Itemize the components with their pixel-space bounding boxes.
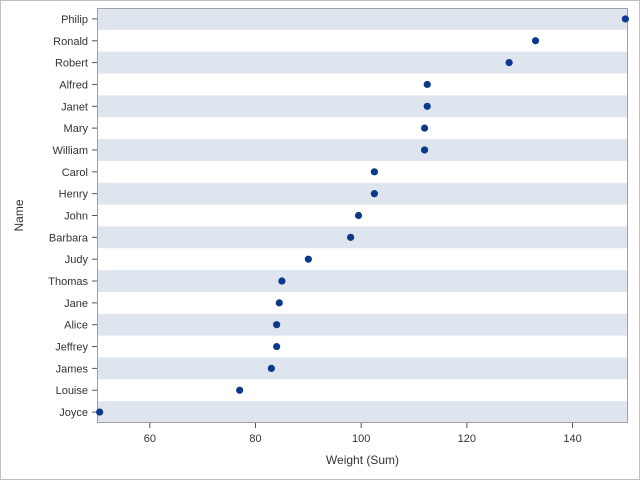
row-band — [97, 8, 628, 30]
data-point — [621, 15, 629, 23]
data-point — [236, 386, 244, 394]
data-point — [273, 342, 281, 351]
data-point — [423, 102, 431, 110]
y-tick-label: Janet — [61, 101, 88, 113]
data-point — [423, 80, 431, 89]
row-band — [97, 270, 628, 292]
data-point — [420, 146, 429, 154]
row-band — [97, 357, 628, 380]
y-tick-label: Philip — [61, 14, 88, 26]
data-point — [505, 59, 513, 67]
y-tick-label: James — [56, 363, 89, 375]
data-point — [267, 364, 275, 372]
y-tick-label: Jane — [64, 298, 88, 310]
y-tick-label: Robert — [55, 58, 88, 70]
data-point — [347, 233, 355, 241]
y-tick-label: Louise — [56, 385, 88, 397]
y-tick-label: Mary — [64, 123, 89, 135]
y-tick-label: Alice — [64, 320, 88, 332]
y-axis: Philip Ronald Robert Alfred Janet Mary William… — [48, 14, 97, 419]
y-tick-label: Alfred — [59, 79, 88, 91]
y-tick-label: Carol — [62, 167, 88, 179]
x-tick-label: 120 — [458, 433, 476, 445]
data-point — [96, 408, 104, 416]
y-tick-label: Barbara — [49, 232, 89, 244]
y-tick-label: Henry — [59, 189, 89, 201]
data-point — [370, 168, 378, 176]
data-point — [273, 321, 281, 329]
x-axis: 60 80 100 120 140 — [144, 423, 582, 445]
row-band — [97, 51, 628, 74]
y-tick-label: Jeffrey — [55, 342, 88, 354]
row-band — [97, 313, 628, 336]
y-axis-label: Name — [12, 199, 26, 231]
plot-area-border — [97, 8, 628, 423]
data-point — [275, 299, 283, 307]
row-band — [97, 401, 628, 423]
data-point — [354, 211, 363, 220]
row-band — [97, 182, 628, 205]
row-band — [97, 95, 628, 118]
x-tick-label: 100 — [352, 433, 370, 445]
data-markers — [96, 15, 629, 416]
y-tick-label: Thomas — [48, 276, 88, 288]
x-tick-label: 140 — [563, 433, 581, 445]
data-point — [531, 37, 540, 45]
x-tick-label: 80 — [249, 433, 261, 445]
row-bands — [97, 8, 628, 423]
data-point — [420, 124, 429, 132]
x-axis-label: Weight (Sum) — [326, 453, 399, 467]
y-tick-label: Judy — [65, 254, 89, 266]
row-band — [97, 139, 628, 161]
y-tick-label: Joyce — [59, 407, 88, 419]
y-tick-label: William — [53, 145, 88, 157]
x-tick-label: 60 — [144, 433, 156, 445]
data-point — [304, 255, 312, 263]
data-point — [278, 277, 286, 285]
row-band — [97, 226, 628, 249]
y-tick-label: Ronald — [53, 36, 88, 48]
data-point — [370, 190, 378, 198]
y-tick-label: John — [64, 211, 88, 223]
